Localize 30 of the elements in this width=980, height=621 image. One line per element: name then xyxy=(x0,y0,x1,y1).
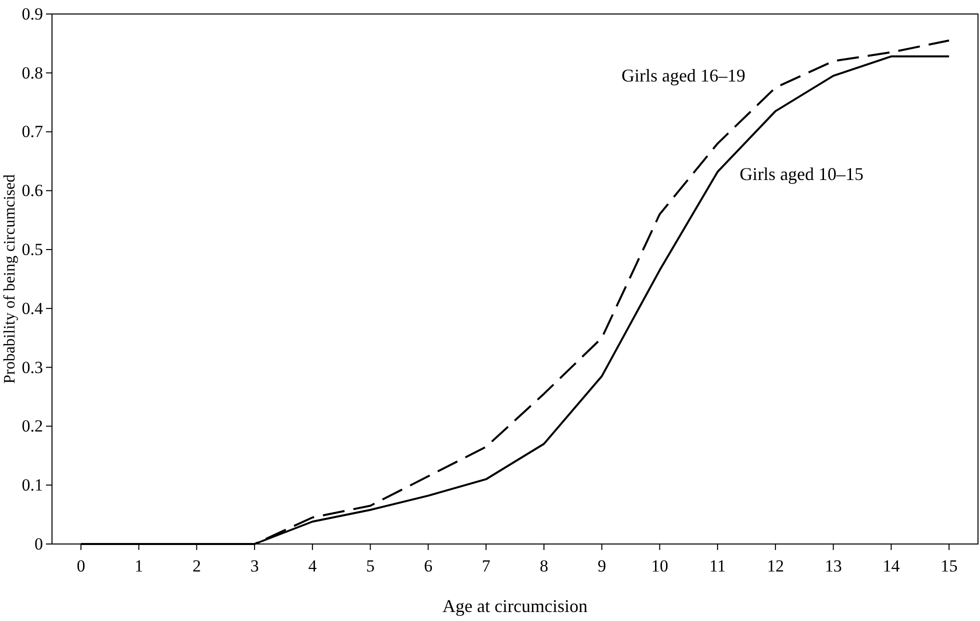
x-tick-label: 12 xyxy=(766,556,784,576)
y-tick-label: 0.1 xyxy=(22,476,43,495)
x-tick-label: 6 xyxy=(424,556,432,576)
x-tick-label: 9 xyxy=(598,556,606,576)
x-tick-label: 10 xyxy=(651,556,668,576)
y-axis-title: Probability of being circumcised xyxy=(2,174,19,384)
x-tick-label: 1 xyxy=(134,556,144,576)
x-tick-label: 8 xyxy=(540,556,548,576)
y-tick-label: 0.7 xyxy=(22,122,44,142)
y-tick-label: 0.8 xyxy=(22,63,43,82)
x-tick-label: 14 xyxy=(882,556,900,576)
x-tick-label: 3 xyxy=(250,556,259,576)
x-tick-label: 11 xyxy=(709,556,726,576)
x-tick-label: 5 xyxy=(366,556,375,576)
y-tick-label: 0.5 xyxy=(22,240,43,259)
x-tick-label: 2 xyxy=(192,556,201,576)
y-tick-label: 0.9 xyxy=(22,4,43,24)
y-tick-label: 0.3 xyxy=(22,358,43,377)
x-tick-label: 0 xyxy=(76,556,86,576)
y-tick-label: 0.4 xyxy=(22,298,44,318)
x-tick-label: 15 xyxy=(940,556,958,576)
x-tick-label: 4 xyxy=(308,556,318,576)
x-axis-title: Age at circumcision xyxy=(442,596,588,616)
x-tick-label: 13 xyxy=(824,556,842,576)
y-tick-label: 0 xyxy=(34,534,43,554)
series-label: Girls aged 16–19 xyxy=(621,66,746,86)
x-tick-label: 7 xyxy=(482,556,491,576)
series-label: Girls aged 10–15 xyxy=(740,164,864,184)
y-tick-label: 0.6 xyxy=(22,181,43,200)
y-tick-label: 0.2 xyxy=(22,416,43,436)
